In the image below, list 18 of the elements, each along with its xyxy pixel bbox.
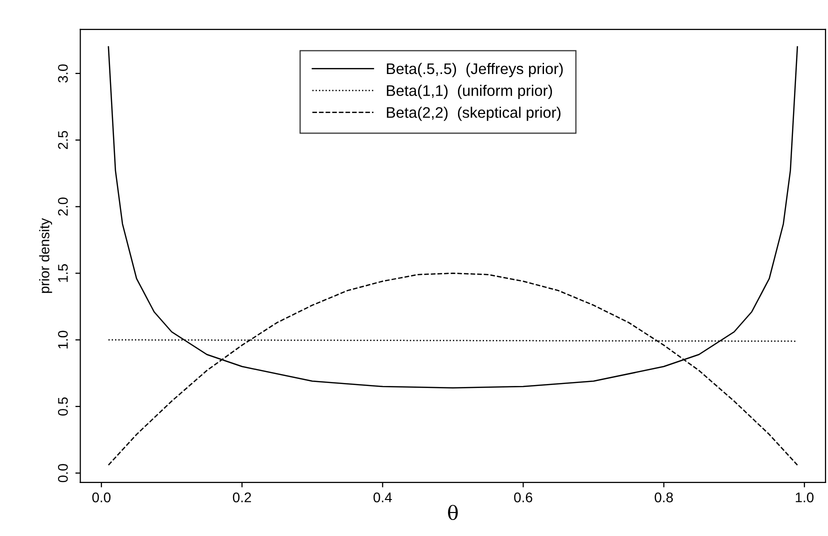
x-tick-label: 0.4 <box>374 492 392 502</box>
legend-label: Beta(1,1) (uniform prior) <box>386 84 552 100</box>
x-tick-label: 0.8 <box>654 492 673 502</box>
legend-label: Beta(.5,.5) (Jeffreys prior) <box>386 62 563 78</box>
y-tick-label: 0.5 <box>58 397 68 416</box>
y-axis-title: prior density <box>39 218 52 293</box>
x-tick-label: 0.6 <box>514 492 532 502</box>
x-tick-label: 1.0 <box>796 492 814 502</box>
y-tick-label: 1.0 <box>58 330 68 348</box>
y-tick-label: 2.5 <box>58 130 68 149</box>
y-tick-label: 1.5 <box>58 264 68 282</box>
y-tick-label: 0.0 <box>58 464 68 482</box>
y-tick-label: 2.0 <box>58 198 68 216</box>
legend-label: Beta(2,2) (skeptical prior) <box>386 106 560 121</box>
x-tick-label: 0.0 <box>92 492 111 502</box>
x-axis-title: θ <box>448 504 458 520</box>
x-tick-label: 0.2 <box>232 492 251 502</box>
y-tick-label: 3.0 <box>58 64 68 83</box>
